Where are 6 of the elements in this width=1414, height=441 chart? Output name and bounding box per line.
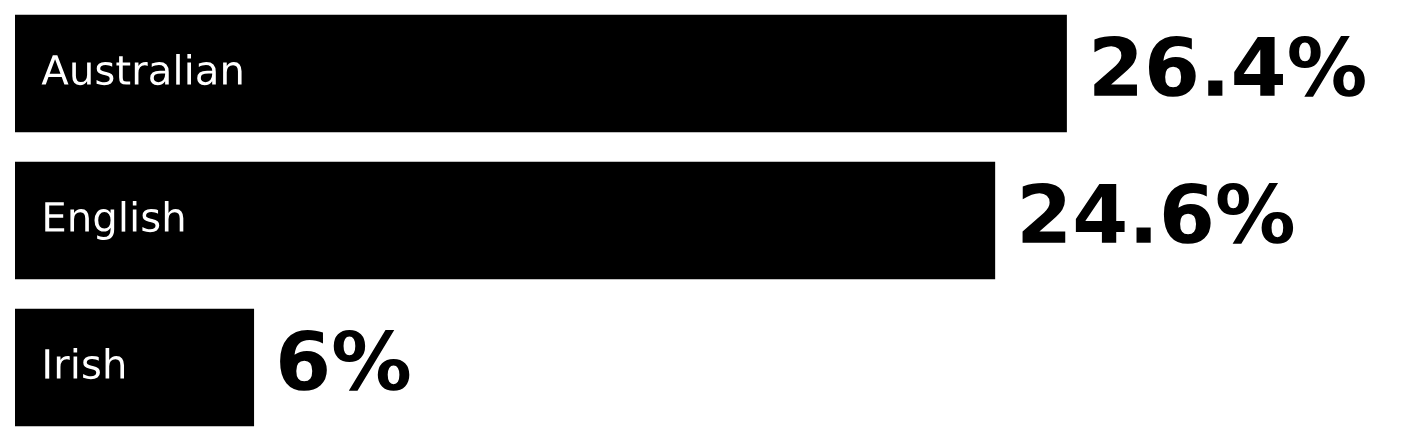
y-tick-label: Irish [45, 348, 125, 380]
data-label: 26.4% [1094, 35, 1365, 97]
y-tick-label: Australian [41, 54, 242, 86]
data-label: 24.6% [1022, 182, 1294, 244]
data-label: 6% [280, 329, 410, 391]
y-tick-label: English [45, 201, 184, 240]
